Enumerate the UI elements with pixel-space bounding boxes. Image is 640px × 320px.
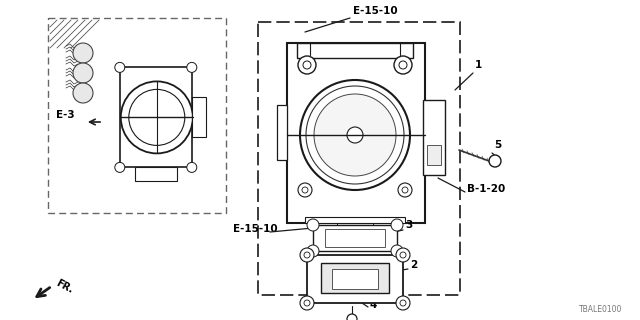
- Circle shape: [394, 56, 412, 74]
- Circle shape: [396, 296, 410, 310]
- Text: FR.: FR.: [54, 278, 75, 295]
- Bar: [297, 43, 413, 58]
- Circle shape: [187, 163, 197, 172]
- Bar: [307, 255, 403, 303]
- Bar: [325, 229, 385, 247]
- Circle shape: [347, 127, 363, 143]
- Bar: [192, 97, 206, 137]
- Bar: [48, 18, 226, 213]
- Circle shape: [398, 183, 412, 197]
- Text: E-15-10: E-15-10: [233, 224, 278, 234]
- Circle shape: [300, 296, 314, 310]
- Circle shape: [391, 245, 403, 257]
- Circle shape: [298, 183, 312, 197]
- Text: B-1-20: B-1-20: [467, 184, 505, 194]
- Bar: [135, 167, 177, 181]
- Bar: [258, 22, 460, 295]
- Circle shape: [396, 248, 410, 262]
- Bar: [120, 68, 192, 167]
- Text: 2: 2: [410, 260, 417, 270]
- Circle shape: [399, 61, 407, 69]
- Text: TBALE0100: TBALE0100: [579, 305, 622, 314]
- Circle shape: [115, 163, 125, 172]
- Circle shape: [306, 86, 404, 184]
- Circle shape: [115, 62, 125, 72]
- Text: 3: 3: [405, 220, 412, 230]
- Bar: [332, 269, 378, 289]
- Circle shape: [73, 43, 93, 63]
- Circle shape: [187, 62, 197, 72]
- Circle shape: [400, 252, 406, 258]
- Circle shape: [304, 252, 310, 258]
- Text: E-15-10: E-15-10: [353, 6, 397, 16]
- Bar: [313, 225, 397, 251]
- Circle shape: [347, 314, 357, 320]
- Circle shape: [303, 61, 311, 69]
- Circle shape: [391, 219, 403, 231]
- Circle shape: [304, 300, 310, 306]
- Circle shape: [121, 81, 193, 153]
- Circle shape: [400, 300, 406, 306]
- Bar: [321, 263, 389, 293]
- Circle shape: [489, 155, 501, 167]
- Circle shape: [307, 219, 319, 231]
- Circle shape: [314, 94, 396, 176]
- Bar: [287, 43, 425, 223]
- Circle shape: [73, 83, 93, 103]
- Bar: [427, 145, 441, 165]
- Circle shape: [300, 80, 410, 190]
- Text: 4: 4: [370, 300, 378, 310]
- Bar: [423, 100, 445, 175]
- Circle shape: [302, 187, 308, 193]
- Circle shape: [73, 63, 93, 83]
- Text: E-3: E-3: [56, 110, 75, 120]
- Circle shape: [298, 56, 316, 74]
- Circle shape: [129, 89, 185, 145]
- Text: 1: 1: [475, 60, 483, 70]
- Bar: [277, 105, 287, 160]
- Circle shape: [300, 248, 314, 262]
- Bar: [305, 217, 405, 223]
- Text: 5: 5: [494, 140, 501, 150]
- Circle shape: [307, 245, 319, 257]
- Circle shape: [402, 187, 408, 193]
